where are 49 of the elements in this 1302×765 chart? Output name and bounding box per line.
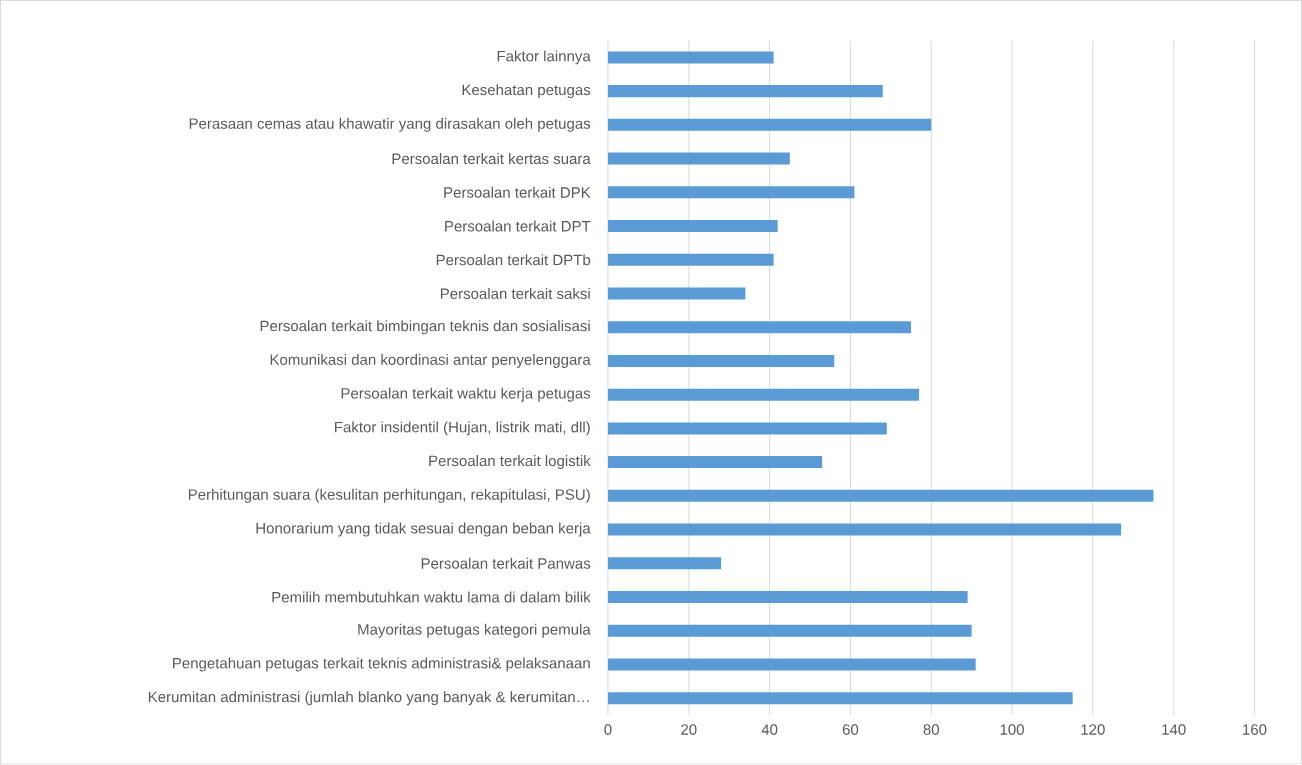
y-tick-label: Persoalan terkait bimbingan teknis dan sosialisasi	[260, 320, 590, 335]
bar	[607, 186, 855, 199]
bar	[607, 51, 774, 64]
x-tick-label: 160	[1243, 724, 1267, 736]
y-tick-label: Persoalan terkait DPK	[444, 186, 591, 199]
y-tick-label: Kesehatan petugas	[462, 84, 591, 99]
bar	[607, 658, 976, 671]
y-tick-label: Faktor lainnya	[497, 50, 591, 65]
y-tick-label: Mayoritas petugas kategori pemula	[358, 623, 591, 638]
y-tick-label: Persoalan terkait DPT	[445, 220, 591, 232]
x-tick-label: 60	[842, 724, 859, 736]
bar	[607, 591, 968, 604]
y-tick-label: Pengetahuan petugas terkait teknis administrasi& pelaksanaan	[173, 657, 590, 672]
y-tick-label: Persoalan terkait saksi	[440, 288, 590, 300]
bar	[607, 388, 920, 401]
bar	[607, 253, 774, 266]
bar	[607, 287, 746, 300]
x-tick-label: 0	[604, 724, 612, 736]
x-tick-label: 40	[761, 724, 778, 736]
x-tick-label: 20	[681, 724, 697, 736]
y-tick-label: Perasaan cemas atau khawatir yang dirasakan oleh petugas	[189, 118, 591, 133]
bar	[607, 422, 887, 435]
bar	[607, 220, 778, 233]
y-tick-label: Perhitungan suara (kesulitan perhitungan, rekapitulasi, PSU)	[188, 489, 590, 504]
x-tick-label: 80	[923, 724, 939, 736]
x-tick-label: 120	[1081, 724, 1105, 736]
y-tick-label: Honorarium yang tidak sesuai dengan beban kerja	[256, 522, 591, 537]
y-tick-label: Persoalan terkait logistik	[429, 455, 591, 470]
bar	[607, 523, 1122, 536]
y-tick-label: Persoalan terkait kertas suara	[392, 153, 591, 165]
y-tick-label: Persoalan terkait DPTb	[436, 254, 591, 266]
bar	[607, 456, 823, 469]
bar	[607, 119, 932, 132]
y-tick-label: Persoalan terkait Panwas	[421, 557, 591, 569]
x-tick-label: 100	[1000, 724, 1024, 736]
y-tick-label: Komunikasi dan koordinasi antar penyelenggara	[270, 354, 591, 369]
y-tick-label: Kerumitan administrasi (jumlah blanko yang banyak & kerumitan…	[148, 691, 589, 706]
y-tick-label: Faktor insidentil (Hujan, listrik mati, dll)	[335, 421, 590, 436]
bar	[607, 85, 883, 98]
bar	[607, 692, 1073, 705]
y-tick-label: Persoalan terkait waktu kerja petugas	[341, 387, 591, 402]
bar	[607, 321, 912, 334]
x-tick-label: 140	[1162, 724, 1186, 736]
bar	[607, 152, 790, 165]
bar	[607, 557, 722, 570]
y-tick-label: Pemilih membutuhkan waktu lama di dalam bilik	[272, 591, 591, 603]
bar	[607, 624, 972, 637]
bar	[607, 490, 1154, 503]
bar	[607, 355, 835, 368]
